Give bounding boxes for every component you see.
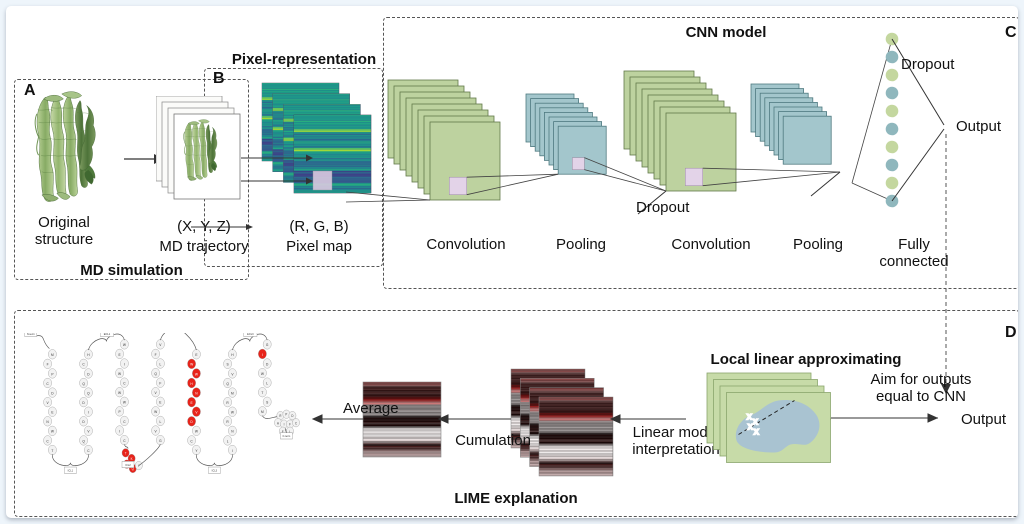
svg-text:x: x: [754, 427, 760, 438]
